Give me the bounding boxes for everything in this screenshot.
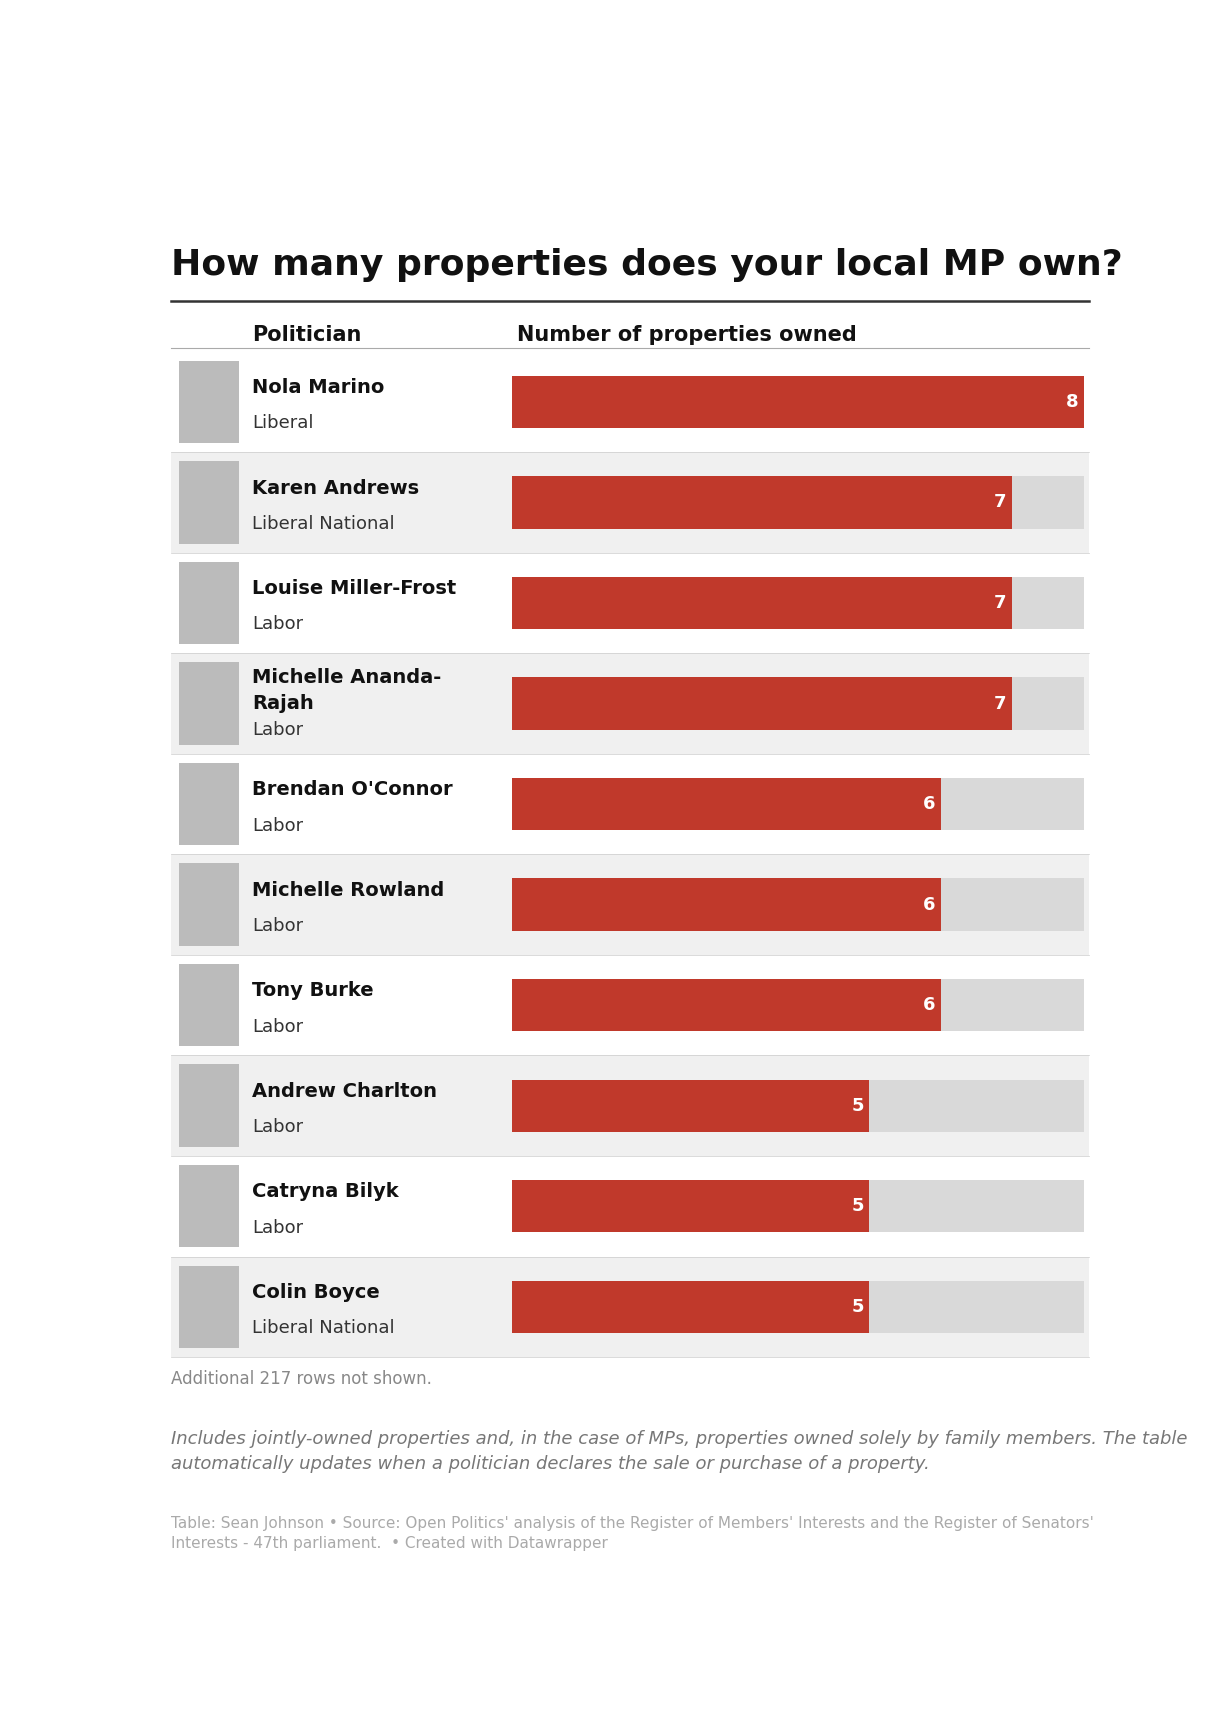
Text: How many properties does your local MP own?: How many properties does your local MP o…	[171, 249, 1124, 282]
Bar	[171, 955, 1088, 1055]
Text: Labor: Labor	[251, 917, 303, 935]
Text: Labor: Labor	[251, 1218, 303, 1237]
Text: 8: 8	[1065, 393, 1078, 411]
Bar	[512, 878, 1083, 931]
Bar	[179, 1065, 239, 1148]
Bar	[179, 864, 239, 947]
Text: 5: 5	[852, 1197, 864, 1215]
Bar	[179, 460, 239, 543]
Text: Michelle Rowland: Michelle Rowland	[251, 881, 444, 900]
Text: Colin Boyce: Colin Boyce	[251, 1283, 379, 1302]
Bar	[512, 778, 941, 830]
Bar	[179, 763, 239, 845]
Bar	[512, 1079, 870, 1132]
Bar	[512, 577, 1013, 629]
Bar	[512, 1280, 870, 1333]
Bar	[179, 361, 239, 443]
Text: Labor: Labor	[251, 816, 303, 835]
Bar	[512, 1180, 1083, 1232]
Text: 5: 5	[852, 1096, 864, 1115]
Bar	[179, 964, 239, 1046]
Bar	[171, 854, 1088, 955]
Text: Labor: Labor	[251, 1017, 303, 1036]
Text: 7: 7	[994, 694, 1006, 713]
Bar	[512, 1280, 1083, 1333]
Text: Number of properties owned: Number of properties owned	[516, 325, 856, 345]
Text: Louise Miller-Frost: Louise Miller-Frost	[251, 579, 456, 598]
Text: Labor: Labor	[251, 722, 303, 739]
Bar	[512, 778, 1083, 830]
Text: Labor: Labor	[251, 1118, 303, 1136]
Text: 5: 5	[852, 1297, 864, 1316]
Text: Catryna Bilyk: Catryna Bilyk	[251, 1182, 399, 1201]
Bar	[512, 476, 1083, 529]
Text: Additional 217 rows not shown.: Additional 217 rows not shown.	[171, 1371, 432, 1388]
Bar	[512, 979, 941, 1031]
Bar	[179, 1266, 239, 1349]
Text: Rajah: Rajah	[251, 694, 314, 713]
Text: Tony Burke: Tony Burke	[251, 981, 373, 1000]
Bar	[512, 677, 1013, 730]
Text: Labor: Labor	[251, 615, 303, 634]
Text: Table: Sean Johnson • Source: Open Politics' analysis of the Register of Members: Table: Sean Johnson • Source: Open Polit…	[171, 1515, 1094, 1551]
Text: Andrew Charlton: Andrew Charlton	[251, 1082, 437, 1101]
Text: Politician: Politician	[251, 325, 361, 345]
Bar	[171, 653, 1088, 754]
Text: Includes jointly-owned properties and, in the case of MPs, properties owned sole: Includes jointly-owned properties and, i…	[171, 1429, 1188, 1472]
Bar	[171, 553, 1088, 653]
Bar	[512, 677, 1083, 730]
Text: 6: 6	[922, 795, 936, 813]
Text: Karen Andrews: Karen Andrews	[251, 479, 418, 498]
Text: 7: 7	[994, 493, 1006, 512]
Bar	[171, 1055, 1088, 1156]
Bar	[512, 1180, 870, 1232]
Text: Liberal National: Liberal National	[251, 515, 394, 533]
Bar	[512, 476, 1013, 529]
Bar	[512, 1079, 1083, 1132]
Bar	[512, 376, 1083, 428]
Text: Nola Marino: Nola Marino	[251, 378, 384, 397]
Text: 6: 6	[922, 996, 936, 1014]
Bar	[179, 663, 239, 746]
Text: Michelle Ananda-: Michelle Ananda-	[251, 668, 440, 687]
Bar	[512, 979, 1083, 1031]
Bar	[171, 452, 1088, 553]
Bar	[512, 577, 1083, 629]
Text: Liberal: Liberal	[251, 414, 314, 433]
Bar	[512, 878, 941, 931]
Text: Liberal National: Liberal National	[251, 1319, 394, 1337]
Bar	[171, 1156, 1088, 1256]
Bar	[179, 1165, 239, 1247]
Bar	[512, 376, 1083, 428]
Text: 7: 7	[994, 594, 1006, 612]
Text: 6: 6	[922, 895, 936, 914]
Bar	[171, 754, 1088, 854]
Bar	[179, 562, 239, 644]
Bar	[171, 1256, 1088, 1357]
Text: Brendan O'Connor: Brendan O'Connor	[251, 780, 453, 799]
Bar	[171, 352, 1088, 452]
